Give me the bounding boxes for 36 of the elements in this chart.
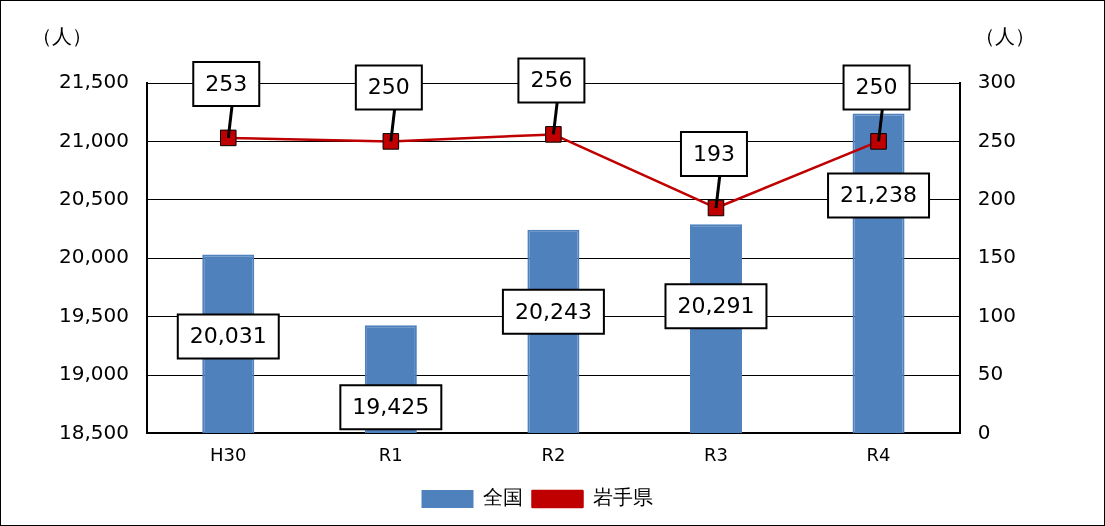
data-label: 20,243 — [514, 298, 592, 324]
legend-label: 全国 — [482, 485, 523, 510]
y2-tick-label: 150 — [977, 244, 1017, 269]
y-tick-label: 18,500 — [59, 419, 129, 444]
x-tick-label: R3 — [703, 443, 728, 465]
y-tick-label: 20,000 — [59, 244, 129, 269]
data-label: 20,291 — [677, 292, 755, 318]
point — [219, 129, 237, 147]
x-tick-label: H30 — [210, 443, 247, 465]
data-label: 253 — [205, 70, 248, 96]
point — [545, 126, 562, 143]
data-label: 20,031 — [189, 323, 267, 349]
data-label: 250 — [367, 74, 410, 100]
data-label: 19,425 — [352, 394, 430, 420]
y-axis-title: （人） — [31, 24, 92, 48]
y2-tick-label: 200 — [977, 186, 1017, 210]
y-tick-label: 21,500 — [59, 69, 129, 94]
data-label: 21,238 — [840, 182, 918, 208]
y2-tick-label: 100 — [977, 302, 1017, 327]
data-label: 250 — [855, 74, 898, 100]
y2-tick-label: 250 — [977, 127, 1017, 152]
legend-label: 岩手県 — [592, 485, 653, 510]
data-label: 193 — [692, 140, 735, 166]
x-tick-label: R1 — [378, 443, 403, 465]
point — [382, 133, 400, 150]
y-tick-label: 19,000 — [59, 361, 129, 386]
y-tick-label: 21,000 — [59, 127, 129, 152]
data-label: 256 — [530, 67, 573, 93]
x-tick-label: R2 — [541, 443, 566, 465]
y2-axis-title: （人） — [974, 24, 1035, 48]
x-tick-label: R4 — [866, 443, 891, 465]
y2-tick-label: 0 — [977, 419, 991, 444]
y-tick-label: 19,500 — [59, 302, 129, 327]
y2-tick-label: 300 — [977, 69, 1017, 94]
y-tick-label: 20,500 — [59, 186, 129, 210]
y2-tick-label: 50 — [977, 361, 1004, 386]
